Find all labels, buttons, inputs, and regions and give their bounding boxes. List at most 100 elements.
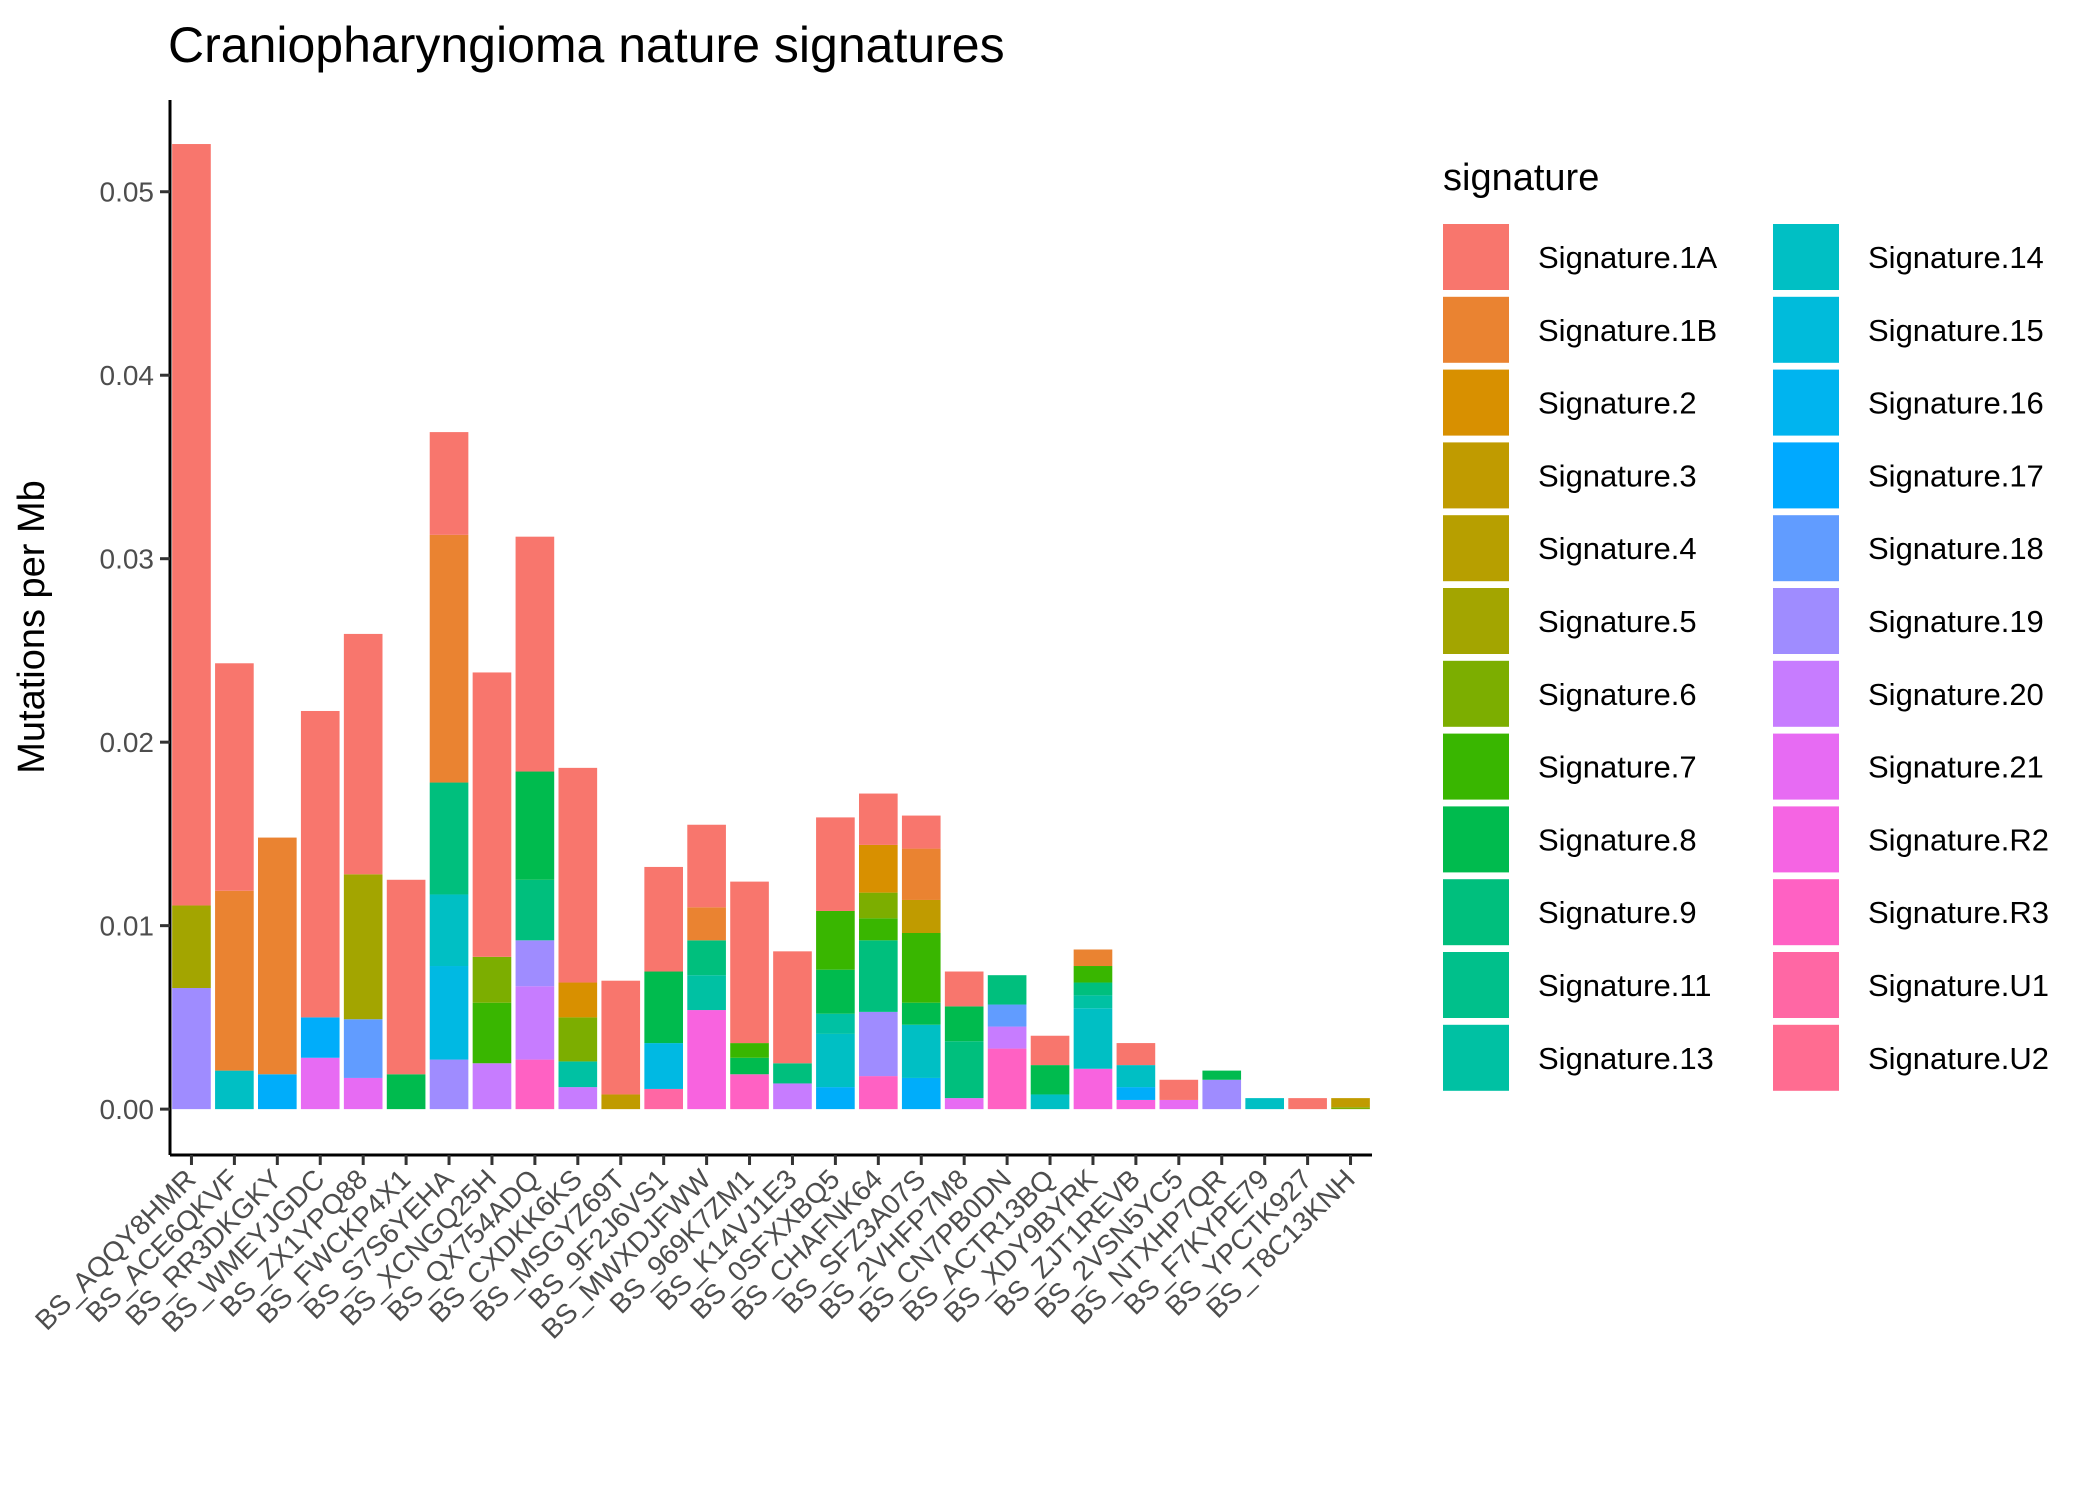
bar-segment [944, 971, 984, 1007]
legend-key [1443, 733, 1509, 800]
bar-segment [816, 1033, 855, 1088]
y-tick-label: 0.03 [100, 544, 155, 575]
legend-key [1773, 442, 1839, 509]
y-axis-title: Mutations per Mb [11, 480, 53, 774]
bar-segment [1073, 966, 1113, 983]
legend-label: Signature.13 [1538, 1041, 1714, 1076]
bar-segment [1331, 1098, 1370, 1108]
bar-segment [644, 1088, 683, 1110]
bar-segment [343, 874, 383, 1020]
legend-key [1773, 952, 1839, 1018]
bar-segment [472, 1063, 512, 1110]
legend-title: signature [1443, 157, 1599, 199]
legend-key [1443, 588, 1509, 654]
bar-segment [901, 932, 941, 1003]
legend-label: Signature.21 [1868, 750, 2044, 785]
bar-segment [601, 980, 641, 1095]
legend-label: Signature.11 [1538, 968, 1712, 1003]
bar-segment [687, 1010, 726, 1110]
bar-segment [687, 907, 726, 941]
y-tick-label: 0.01 [100, 911, 155, 942]
bar-segment [944, 1006, 984, 1042]
legend-key [1773, 733, 1839, 800]
bar-segment [944, 1098, 984, 1110]
bar-segment [558, 1017, 598, 1062]
bar-segment [215, 663, 254, 891]
legend-label: Signature.7 [1538, 750, 1697, 785]
bar-segment [515, 986, 555, 1060]
legend-key [1443, 1024, 1509, 1091]
bar-segment [773, 1083, 812, 1110]
legend-key [1773, 588, 1839, 654]
bar-segment [816, 1087, 855, 1110]
bar-segment [644, 1043, 683, 1089]
bar-segment [558, 767, 598, 983]
bar-segment [429, 1059, 469, 1110]
bar-segment [901, 1077, 941, 1110]
bar-segment [386, 879, 426, 1075]
bar-segment [429, 534, 469, 783]
bar-segment [1030, 1035, 1070, 1066]
bar-segment [644, 866, 683, 972]
legend-key [1773, 369, 1839, 436]
y-tick-label: 0.04 [100, 360, 155, 391]
bar-segment [1331, 1107, 1370, 1110]
bar-segment [1030, 1065, 1070, 1095]
bar-segment [1245, 1098, 1284, 1110]
bar-segment [300, 710, 340, 1018]
chart-title: Craniopharyngioma nature signatures [168, 17, 1005, 73]
bar-segment [515, 879, 555, 941]
bar-segment [515, 536, 555, 772]
bar-segment [1073, 1008, 1113, 1069]
bar-segment [816, 910, 855, 970]
bar-segment [816, 969, 855, 1014]
legend-label: Signature.16 [1868, 386, 2044, 421]
legend-key [1443, 806, 1509, 873]
bar-segment [429, 894, 469, 967]
legend-label: Signature.U2 [1868, 1041, 2049, 1076]
bar-segment [515, 1059, 555, 1110]
legend-label: Signature.19 [1868, 604, 2044, 639]
bar-segment [215, 890, 254, 1071]
bar-segment [987, 1048, 1027, 1110]
bar-segment [1159, 1099, 1199, 1110]
bar-segment [987, 1004, 1027, 1027]
legend-label: Signature.2 [1538, 386, 1697, 421]
bar-segment [429, 782, 469, 895]
bar-segment [1116, 1043, 1156, 1066]
bar-segment [1116, 1099, 1156, 1110]
bar-segment [1073, 982, 1113, 996]
bar-segment [859, 940, 898, 1012]
legend-label: Signature.6 [1538, 677, 1697, 712]
legend-label: Signature.R3 [1868, 895, 2049, 930]
legend-key [1773, 806, 1839, 873]
legend-key [1443, 952, 1509, 1018]
bar-segment [773, 951, 812, 1064]
legend-key [1773, 515, 1839, 582]
bar-segment [944, 1041, 984, 1099]
y-tick-label: 0.00 [100, 1094, 155, 1125]
bar-segment [987, 1026, 1027, 1049]
legend-label: Signature.R2 [1868, 822, 2049, 857]
bar-segment [429, 432, 469, 535]
legend-label: Signature.1B [1538, 313, 1717, 348]
bar-segment [343, 1019, 383, 1078]
legend-label: Signature.8 [1538, 822, 1697, 857]
bar-segment [1202, 1070, 1242, 1080]
legend: signature Signature.1ASignature.1BSignat… [1443, 157, 2049, 1091]
bar-segment [901, 815, 941, 849]
bar-segment [859, 793, 898, 845]
bar-segment [1073, 1068, 1113, 1110]
bar-segment [472, 672, 512, 957]
legend-label: Signature.20 [1868, 677, 2044, 712]
bar-segment [515, 771, 555, 880]
bar-segment [859, 1076, 898, 1110]
bar-segment [773, 1063, 812, 1084]
bar-segment [1202, 1079, 1242, 1110]
bar-segment [816, 817, 855, 911]
bar-segment [859, 892, 898, 919]
bar-segment [386, 1074, 426, 1110]
bar-segment [687, 975, 726, 1011]
bar-segment [172, 905, 211, 989]
y-ticks: 0.00 0.01 0.02 0.03 0.04 0.05 [100, 177, 170, 1125]
